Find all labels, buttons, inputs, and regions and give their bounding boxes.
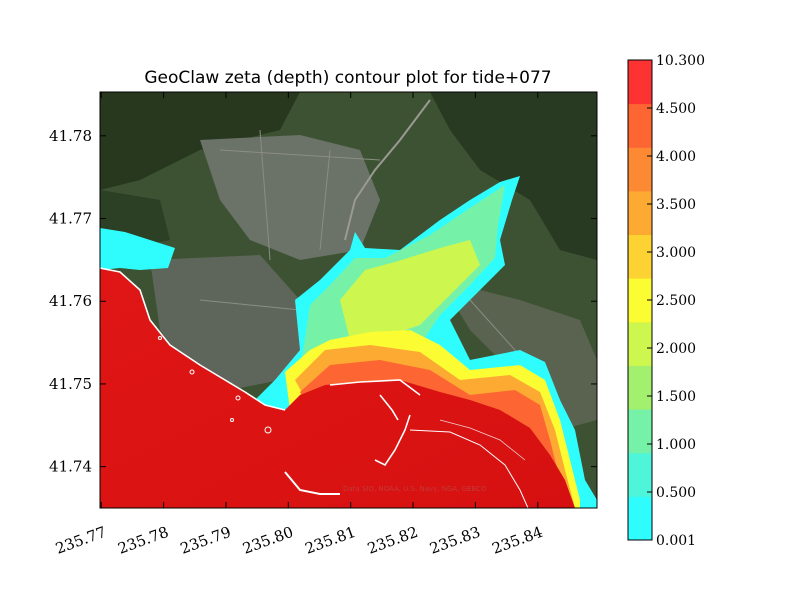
x-tick-label: 235.77: [53, 523, 108, 558]
plot-area: Data SIO, NOAA, U.S. Navy, NGA, GEBCO: [100, 92, 597, 508]
x-tick-label: 235.81: [303, 523, 358, 558]
colorbar-segment: [628, 452, 652, 497]
y-tick-label: 41.74: [49, 458, 92, 476]
x-tick-label: 235.82: [365, 523, 420, 558]
harbor-breakwater: [374, 414, 411, 467]
coastline-outline: [329, 379, 421, 396]
town-area: [150, 255, 310, 390]
inundation-low-contour: [100, 228, 175, 270]
colorbar-segment: [628, 60, 652, 105]
chart-title: GeoClaw zeta (depth) contour plot for ti…: [144, 68, 551, 88]
x-tick-label: 235.78: [115, 523, 170, 558]
dense-forest-patch: [430, 92, 597, 260]
town-area: [200, 135, 380, 260]
colorbar-segment: [628, 103, 652, 148]
y-tick-label: 41.77: [49, 210, 92, 228]
x-tick-label: 235.83: [427, 523, 482, 558]
colorbar-segment: [628, 365, 652, 410]
dense-forest-patch: [100, 92, 300, 190]
colorbar: 0.001 0.500 1.000 1.500 2.000 2.500 3.000 3.500…: [627, 53, 705, 549]
colorbar-tick-label: 3.500: [656, 197, 696, 213]
colorbar-tick-label: 3.000: [656, 245, 696, 261]
colorbar-segment: [628, 147, 652, 192]
colorbar-tick-label: 2.000: [656, 341, 696, 357]
offshore-depth-contour: [439, 419, 526, 461]
y-axis: 41.74 41.75 41.76 41.77 41.78: [49, 127, 597, 476]
coastline-outline: [100, 267, 286, 411]
colorbar-segment: [628, 409, 652, 454]
colorbar-tick-label: 0.500: [656, 485, 696, 501]
y-tick-label: 41.78: [49, 127, 92, 145]
colorbar-tick-label: 1.500: [656, 389, 696, 405]
y-tick-label: 41.75: [49, 375, 92, 393]
colorbar-tick-label: 1.000: [656, 437, 696, 453]
rock-outline: [264, 426, 272, 434]
ocean-high-depth-region: [100, 268, 575, 508]
colorbar-segment: [628, 190, 652, 236]
x-tick-label: 235.79: [178, 523, 233, 558]
map-credit: Data SIO, NOAA, U.S. Navy, NGA, GEBCO: [343, 485, 487, 493]
rock-outline: [189, 369, 195, 375]
colorbar-tick-label: 0.001: [656, 533, 696, 549]
inundation-2m-contour: [340, 240, 480, 340]
plot-frame: [99, 91, 598, 509]
colorbar-tick-label: 2.500: [656, 293, 696, 309]
colorbar-tick-label: 4.000: [656, 149, 696, 165]
x-tick-label: 235.80: [240, 523, 295, 558]
highway: [344, 99, 431, 241]
harbor-breakwater: [284, 471, 340, 495]
colorbar-segment: [628, 234, 652, 279]
colorbar-tick-label: 10.300: [656, 53, 705, 69]
road: [199, 129, 561, 401]
y-tick-label: 41.76: [49, 292, 92, 310]
rock-outline: [235, 395, 241, 401]
offshore-depth-contour: [409, 429, 529, 508]
colorbar-segment: [628, 321, 652, 366]
colorbar-tick-label: 4.500: [656, 101, 696, 117]
rock-outline: [158, 336, 162, 340]
harbor-breakwater: [379, 394, 399, 421]
colorbar-segment: [628, 496, 652, 541]
rock-outline: [230, 418, 234, 422]
x-tick-label: 235.84: [490, 523, 545, 558]
